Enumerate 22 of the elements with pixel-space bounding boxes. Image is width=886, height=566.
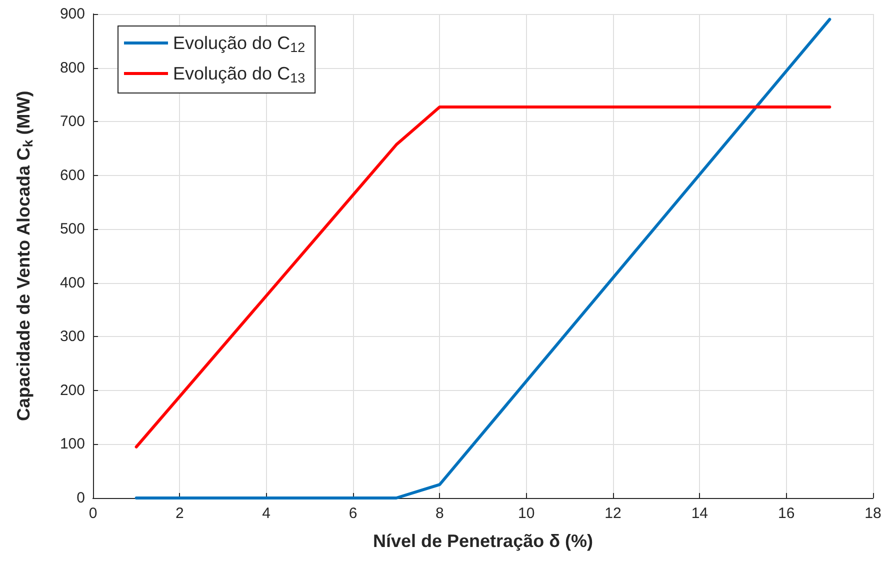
y-tick-label: 400 xyxy=(60,274,85,292)
y-tick-label: 800 xyxy=(60,59,85,76)
x-tick-label: 2 xyxy=(175,505,184,522)
x-tick-label: 14 xyxy=(691,505,708,522)
x-tick-label: 10 xyxy=(518,505,535,522)
y-tick-label: 0 xyxy=(76,490,85,506)
y-axis-title: Capacidade de Vento Alocada Ck (MW) xyxy=(14,90,36,421)
y-tick-label: 200 xyxy=(60,382,85,399)
x-tick-label: 8 xyxy=(435,505,444,522)
x-tick-label: 0 xyxy=(88,505,98,522)
x-tick-label: 16 xyxy=(778,505,795,522)
y-tick-label: 600 xyxy=(60,166,85,184)
y-tick-label: 100 xyxy=(60,436,85,453)
y-tick-label: 500 xyxy=(60,220,85,238)
x-tick-label: 4 xyxy=(262,505,271,522)
y-tick-label: 900 xyxy=(60,6,85,22)
x-tick-label: 18 xyxy=(864,505,882,522)
y-tick-label: 300 xyxy=(60,328,85,346)
x-tick-label: 6 xyxy=(348,505,358,522)
x-axis-title: Nível de Penetração δ (%) xyxy=(373,531,593,551)
x-tick-label: 12 xyxy=(604,505,622,522)
y-tick-label: 700 xyxy=(60,113,85,130)
